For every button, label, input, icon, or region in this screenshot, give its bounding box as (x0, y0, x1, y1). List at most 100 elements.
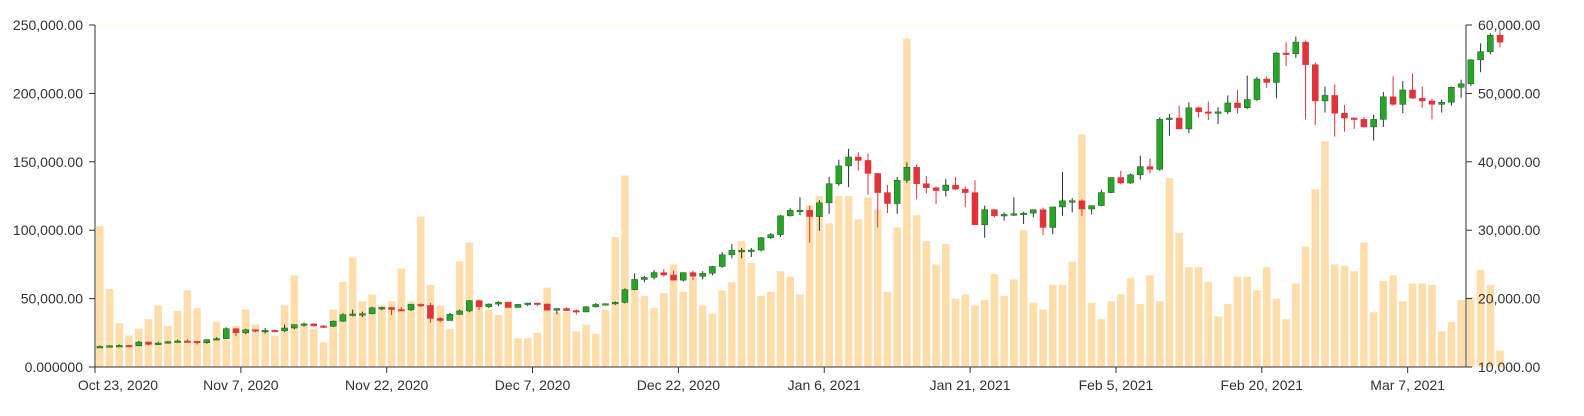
candle (1107, 177, 1115, 194)
candle (660, 269, 668, 277)
candle-body (699, 273, 706, 277)
candle (1273, 52, 1280, 99)
candle (329, 320, 337, 327)
candle (514, 304, 522, 308)
candle (893, 176, 901, 214)
volume-bar (1301, 246, 1310, 367)
candle (709, 265, 716, 276)
candle-body (466, 300, 473, 312)
x-tick-label: Nov 7, 2020 (203, 377, 279, 393)
candle (1049, 206, 1057, 235)
candle (738, 247, 745, 259)
volume-bar (1146, 275, 1154, 367)
left-tick-label: 0.000000 (25, 359, 84, 375)
candle-body (252, 329, 259, 332)
x-axis: Oct 23, 2020 Nov 7, 2020 Nov 22, 2020 Dec 7… (78, 366, 1466, 393)
volume-bar (232, 325, 240, 367)
volume-bar (533, 332, 542, 367)
candle-body (1049, 206, 1057, 228)
volume-bar (1185, 267, 1193, 367)
candle (631, 273, 638, 291)
candle-body (641, 277, 648, 280)
candle-body (806, 210, 813, 217)
candle (1175, 105, 1183, 130)
candle-body (359, 313, 366, 316)
candle-body (660, 272, 668, 276)
candle-body (271, 330, 279, 333)
candle (252, 329, 259, 333)
candle (796, 197, 804, 216)
candle (961, 186, 969, 207)
candle-body (1370, 119, 1377, 128)
volume-bar (387, 301, 396, 367)
candle-body (1000, 214, 1008, 217)
volume-bar (1272, 298, 1281, 367)
volume-bar (1389, 275, 1397, 367)
candle (1088, 205, 1095, 215)
candle (407, 303, 415, 311)
candle-body (242, 329, 249, 334)
candle (456, 309, 463, 316)
volume-bar (553, 312, 561, 367)
candle-body (1156, 119, 1163, 170)
candle (816, 200, 823, 231)
candle-body (514, 304, 522, 308)
candle (125, 344, 133, 348)
candle-body (631, 279, 638, 290)
candle (223, 327, 230, 339)
candle (650, 269, 658, 280)
candle-body (193, 341, 201, 344)
candle (339, 313, 347, 322)
candle (534, 302, 541, 307)
candle (903, 162, 911, 183)
candle (670, 270, 677, 281)
candle (368, 306, 376, 315)
candle-body (670, 274, 677, 281)
candle (786, 208, 794, 217)
candle (1496, 29, 1504, 48)
candle (884, 185, 891, 214)
candle (417, 303, 425, 307)
volume-bar (776, 271, 785, 367)
right-tick-label: 40,000.00 (1478, 154, 1540, 170)
volume-bar (1282, 319, 1290, 367)
candle-body (1146, 166, 1154, 170)
candle-body (786, 210, 794, 217)
volume-bar (572, 331, 581, 367)
candle-body (650, 272, 658, 278)
candle (398, 307, 405, 312)
candle (806, 205, 813, 243)
candle-body (689, 272, 697, 277)
candle-body (1360, 119, 1368, 128)
volume-bar (825, 223, 833, 367)
candle-body (1496, 35, 1504, 43)
candle (1127, 173, 1134, 184)
candle (1117, 170, 1125, 185)
candle-body (1185, 107, 1193, 130)
candle-body (855, 156, 862, 161)
candle-body (932, 187, 940, 191)
candle (1321, 86, 1329, 113)
candle-body (1331, 95, 1338, 114)
volume-bar (1496, 350, 1504, 367)
volume-bar (261, 330, 269, 367)
x-tick-label: Oct 23, 2020 (78, 377, 158, 393)
candle (1098, 189, 1105, 207)
candle-body (728, 250, 736, 256)
candle-body (845, 156, 852, 167)
candle-body (825, 183, 833, 204)
candle (1341, 105, 1348, 132)
candle (611, 301, 619, 306)
volume-bar (407, 301, 415, 367)
volume-bar (835, 196, 843, 367)
volume-bar (1457, 299, 1465, 367)
candle (164, 341, 172, 344)
candle-body (1234, 102, 1241, 109)
volume-bar (669, 264, 678, 367)
left-tick-label: 150,000.00 (13, 154, 83, 170)
candle (145, 341, 152, 346)
candle-body (407, 304, 415, 311)
candle-body (339, 314, 347, 322)
candle-body (495, 302, 502, 305)
volume-bar (1058, 284, 1067, 367)
